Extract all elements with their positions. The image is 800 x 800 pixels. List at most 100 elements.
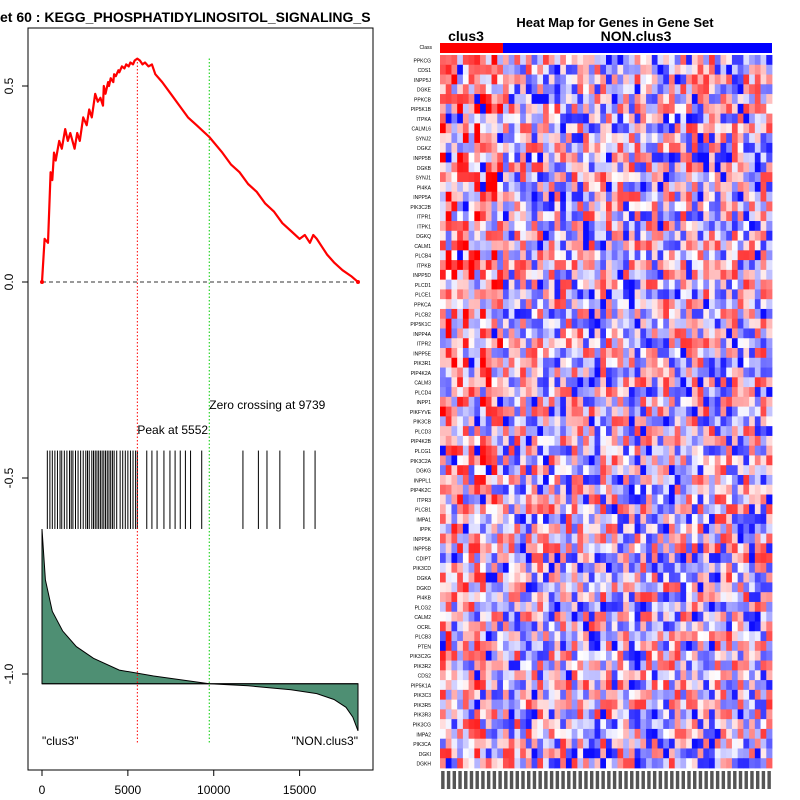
heatmap-cell [451,74,458,85]
heatmap-cell [731,162,739,173]
heatmap-cell [457,504,464,515]
heatmap-cell [623,494,630,505]
heatmap-cell [485,514,492,525]
heatmap-cell [703,308,710,320]
heatmap-cell [691,660,698,671]
heatmap-cell [577,631,584,642]
heatmap-cell [548,699,555,710]
heatmap-cell [480,601,487,613]
heatmap-cell [548,689,555,701]
heatmap-cell [462,465,470,476]
heatmap-cell [749,260,756,271]
heatmap-cell [623,611,630,622]
heatmap-cell [760,396,767,408]
heatmap-cell [617,103,624,115]
heatmap-cell [657,123,664,134]
heatmap-cell [508,445,515,456]
heatmap-cell [754,435,761,447]
heatmap-cell [554,406,561,417]
heatmap-cell [726,514,733,525]
heatmap-row-label: DGKG [416,469,431,475]
heatmap-cell [680,601,687,613]
heatmap-cell [657,230,664,241]
heatmap-cell [514,181,521,193]
heatmap-cell [462,621,470,632]
heatmap-cell [440,396,447,408]
heatmap-cell [743,348,750,359]
heatmap-cell [634,103,641,115]
heatmap-cell [508,709,515,720]
heatmap-cell [520,504,527,515]
heatmap-cell [766,103,773,115]
heatmap-cell [714,348,721,359]
heatmap-cell [623,660,630,671]
heatmap-cell [554,260,561,271]
heatmap-cell [737,396,744,408]
heatmap-cell [468,123,475,134]
heatmap-cell [565,601,573,613]
heatmap-cell [691,230,698,241]
heatmap-cell [640,348,647,359]
heatmap-cell [543,269,550,281]
heatmap-cell [594,240,601,251]
heatmap-cell [480,650,487,661]
heatmap-cell [720,582,727,593]
heatmap-cell [474,650,481,661]
heatmap-cell [668,504,676,515]
heatmap-cell [514,582,521,593]
heatmap-cell [554,465,561,476]
heatmap-cell [686,543,693,554]
heatmap-cell [657,758,664,769]
heatmap-cell [594,318,601,329]
heatmap-column-label [675,771,680,789]
heatmap-cell [480,201,487,212]
heatmap-cell [583,465,590,476]
heatmap-cell [680,455,687,466]
heatmap-cell [606,582,613,593]
heatmap-cell [703,152,710,163]
heatmap-cell [754,260,761,271]
heatmap-cell [577,719,584,730]
heatmap-cell [691,377,698,388]
heatmap-cell [491,318,498,329]
heatmap-cell [686,699,693,710]
heatmap-cell [502,680,510,691]
heatmap-cell [457,699,464,710]
heatmap-cell [520,133,527,144]
heatmap-cell [743,719,750,730]
heatmap-cell [749,308,756,320]
heatmap-cell [726,211,733,222]
heatmap-cell [606,728,613,740]
heatmap-cell [663,426,670,437]
heatmap-cell [720,660,727,671]
heatmap-cell [754,64,761,75]
heatmap-cell [485,494,492,505]
heatmap-cell [497,631,504,642]
heatmap-cell [474,523,481,534]
heatmap-row-label: PIK3CB [413,420,431,426]
heatmap-cell [743,406,750,417]
heatmap-cell [440,631,447,642]
heatmap-cell [714,514,721,525]
heatmap-cell [548,474,555,486]
heatmap-cell [468,650,475,661]
heatmap-cell [680,260,687,271]
heatmap-cell [462,221,470,232]
heatmap-cell [485,318,492,329]
heatmap-cell [457,318,464,329]
heatmap-cell [634,748,641,759]
heatmap-cell [640,523,647,534]
heatmap-cell [583,631,590,642]
heatmap-cell [663,103,670,115]
heatmap-cell [554,621,561,632]
heatmap-cell [525,230,532,241]
heatmap-cell [600,533,607,544]
heatmap-cell [474,416,481,427]
heatmap-cell [691,728,698,740]
heatmap-cell [766,377,773,388]
heatmap-cell [497,74,504,85]
heatmap-cell [606,133,613,144]
heatmap-cell [531,435,538,447]
heatmap-column-label [635,771,640,789]
heatmap-cell [611,641,618,652]
